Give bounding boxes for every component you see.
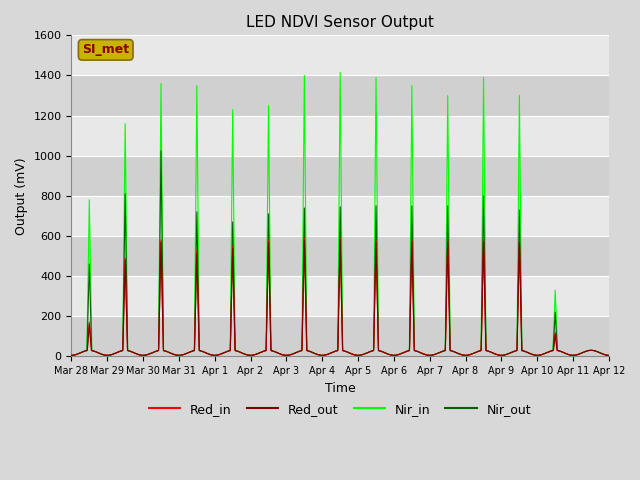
Bar	[72, 276, 609, 316]
Y-axis label: Output (mV): Output (mV)	[15, 157, 28, 235]
Nir_in	[297, 348, 305, 354]
Red_in	[605, 352, 612, 358]
Nir_in	[537, 352, 545, 358]
Red_out	[595, 349, 602, 355]
Red_out	[161, 348, 168, 354]
Nir_out	[68, 352, 76, 358]
Red_in	[68, 352, 76, 358]
Nir_out	[157, 148, 165, 154]
Red_in	[595, 349, 602, 355]
Red_in	[301, 235, 308, 241]
Legend: Red_in, Red_out, Nir_in, Nir_out: Red_in, Red_out, Nir_in, Nir_out	[144, 398, 536, 420]
Red_out	[301, 237, 308, 243]
Title: LED NDVI Sensor Output: LED NDVI Sensor Output	[246, 15, 434, 30]
X-axis label: Time: Time	[324, 382, 355, 395]
Red_out	[68, 352, 76, 358]
Bar	[72, 75, 609, 116]
Red_out	[605, 352, 612, 358]
Nir_out	[595, 349, 602, 355]
Nir_out	[274, 350, 282, 356]
Red_in	[297, 348, 305, 354]
Red_out	[274, 350, 282, 356]
Bar	[72, 36, 609, 75]
Line: Red_in: Red_in	[72, 238, 609, 355]
Nir_out	[537, 352, 545, 358]
Red_in	[274, 350, 282, 356]
Red_in	[161, 348, 168, 354]
Red_out	[129, 349, 136, 355]
Nir_in	[161, 348, 168, 354]
Bar	[72, 156, 609, 196]
Bar	[72, 116, 609, 156]
Nir_in	[595, 349, 602, 355]
Bar	[72, 236, 609, 276]
Line: Nir_out: Nir_out	[72, 151, 609, 355]
Nir_out	[129, 349, 136, 355]
Nir_in	[605, 352, 612, 358]
Bar	[72, 196, 609, 236]
Line: Nir_in: Nir_in	[72, 72, 609, 355]
Nir_in	[68, 352, 76, 358]
Red_out	[537, 352, 545, 358]
Line: Red_out: Red_out	[72, 240, 609, 355]
Nir_out	[605, 352, 612, 358]
Text: SI_met: SI_met	[82, 43, 129, 56]
Nir_out	[161, 348, 168, 354]
Nir_in	[129, 349, 136, 355]
Red_in	[537, 352, 545, 358]
Nir_out	[297, 348, 305, 354]
Nir_in	[274, 350, 282, 356]
Red_out	[297, 348, 305, 354]
Red_in	[129, 349, 136, 355]
Nir_in	[337, 70, 344, 75]
Bar	[72, 316, 609, 356]
